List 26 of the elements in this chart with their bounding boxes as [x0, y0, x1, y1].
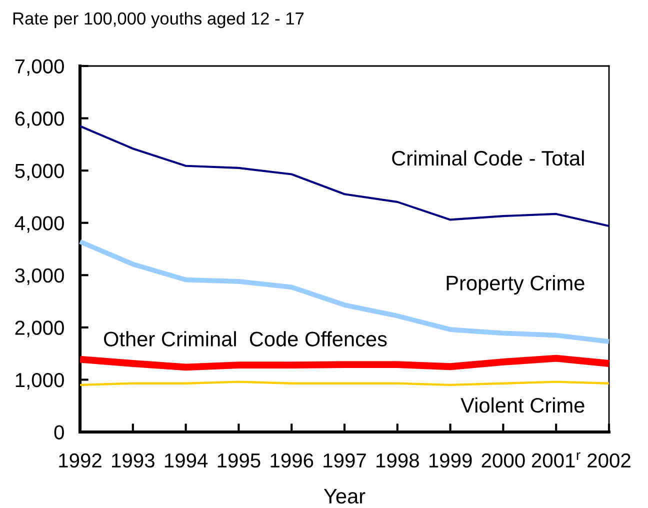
x-tick-label: 1995 [218, 453, 260, 468]
x-tick-label: 1998 [376, 453, 419, 468]
series-label: Criminal Code - Total [392, 150, 584, 166]
y-tick-label: 1,000 [16, 372, 64, 390]
y-axis-title: Rate per 100,000 youths aged 12 - 17 [13, 12, 304, 28]
series-label: Violent Crime [460, 397, 584, 413]
y-tick-label: 2,000 [15, 320, 64, 338]
y-tick-label: 3,000 [15, 268, 64, 286]
y-tick-label: 5,000 [15, 164, 64, 180]
x-tick-label: 1994 [164, 453, 208, 468]
y-tick-label: 4,000 [14, 216, 64, 233]
line-series [78, 125, 610, 228]
x-tick-label: 1996 [270, 453, 314, 468]
series-label: Other Criminal Code Offences [104, 331, 387, 346]
y-tick-label: 0 [54, 425, 64, 440]
x-tick-label: 1992 [59, 453, 102, 468]
x-axis-title: Year [324, 489, 366, 504]
x-tick-label: 1997 [324, 453, 366, 468]
x-tick-label: 1999 [429, 453, 472, 468]
x-tick-label: 2000 [482, 453, 525, 468]
y-tick-label: 7,000 [15, 59, 64, 76]
y-tick-label: 6,000 [15, 112, 64, 128]
x-tick-label: 2002 [588, 453, 630, 468]
x-tick-label: 2001$^{r}$ [532, 452, 580, 468]
series-label: Property Crime [446, 275, 584, 295]
x-tick-label: 1993 [112, 453, 154, 468]
